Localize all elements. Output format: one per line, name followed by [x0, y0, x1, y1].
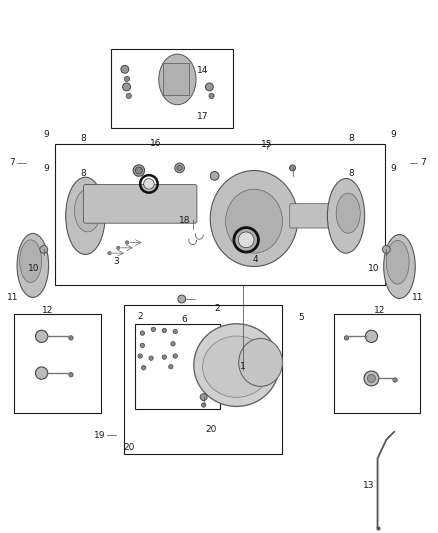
Circle shape — [173, 354, 177, 358]
Circle shape — [69, 373, 73, 377]
Text: 4: 4 — [253, 255, 258, 264]
Text: 11: 11 — [412, 294, 424, 302]
Circle shape — [344, 336, 349, 340]
Text: 8: 8 — [80, 169, 86, 177]
Text: 12: 12 — [42, 306, 53, 314]
Circle shape — [290, 165, 296, 171]
Text: 6: 6 — [181, 316, 187, 324]
Text: 19: 19 — [94, 431, 106, 440]
Text: 10: 10 — [28, 264, 39, 272]
Text: 2: 2 — [138, 312, 143, 321]
Ellipse shape — [327, 179, 364, 253]
Bar — [14, 314, 101, 413]
Ellipse shape — [226, 189, 283, 253]
Circle shape — [35, 367, 48, 379]
Ellipse shape — [17, 233, 49, 297]
Ellipse shape — [74, 189, 101, 232]
Circle shape — [124, 76, 130, 82]
Text: 9: 9 — [390, 130, 396, 139]
Ellipse shape — [202, 336, 271, 397]
Bar — [111, 49, 233, 128]
FancyBboxPatch shape — [83, 184, 197, 223]
Circle shape — [200, 393, 207, 401]
Text: 10: 10 — [368, 264, 379, 272]
Circle shape — [238, 232, 254, 248]
Ellipse shape — [386, 240, 409, 284]
Circle shape — [35, 330, 48, 343]
Circle shape — [177, 165, 182, 171]
Circle shape — [121, 66, 129, 73]
Text: 12: 12 — [374, 306, 385, 314]
Bar — [124, 305, 282, 454]
Circle shape — [151, 327, 155, 332]
Text: 20: 20 — [205, 425, 217, 434]
Circle shape — [135, 167, 142, 174]
Ellipse shape — [159, 54, 196, 104]
Circle shape — [123, 83, 131, 91]
Circle shape — [201, 403, 206, 407]
Text: 15: 15 — [261, 140, 273, 149]
Text: 20: 20 — [124, 443, 135, 452]
Bar — [55, 144, 385, 285]
Circle shape — [210, 172, 219, 180]
Circle shape — [365, 330, 378, 343]
Text: 7: 7 — [9, 158, 15, 167]
Circle shape — [209, 93, 214, 99]
Ellipse shape — [66, 177, 105, 255]
Bar — [135, 324, 220, 409]
Text: 3: 3 — [113, 257, 119, 265]
Text: 16: 16 — [150, 140, 162, 148]
Circle shape — [173, 329, 177, 334]
Circle shape — [133, 165, 145, 176]
Text: 9: 9 — [390, 164, 396, 173]
Ellipse shape — [384, 235, 415, 298]
Circle shape — [178, 295, 186, 303]
Circle shape — [144, 179, 154, 189]
Ellipse shape — [194, 324, 279, 407]
Text: 7: 7 — [420, 158, 426, 167]
Ellipse shape — [20, 240, 42, 282]
Ellipse shape — [239, 338, 283, 386]
FancyBboxPatch shape — [290, 204, 332, 228]
Text: 5: 5 — [298, 313, 304, 322]
Circle shape — [205, 83, 213, 91]
Circle shape — [367, 375, 375, 382]
Text: 8: 8 — [349, 134, 355, 143]
Ellipse shape — [336, 193, 360, 233]
Circle shape — [140, 343, 145, 348]
Bar — [334, 314, 420, 413]
Circle shape — [169, 365, 173, 369]
Circle shape — [171, 342, 175, 346]
Circle shape — [162, 355, 166, 359]
Circle shape — [125, 241, 129, 244]
Text: 14: 14 — [197, 66, 208, 75]
Text: 9: 9 — [43, 164, 49, 173]
Circle shape — [162, 328, 166, 333]
Ellipse shape — [210, 171, 298, 266]
Text: 8: 8 — [349, 169, 355, 177]
Circle shape — [40, 246, 48, 253]
Text: 11: 11 — [7, 294, 18, 302]
Circle shape — [117, 246, 120, 249]
Text: 17: 17 — [197, 112, 208, 120]
Circle shape — [69, 336, 73, 340]
Circle shape — [175, 163, 184, 173]
Text: 2: 2 — [214, 304, 219, 312]
Circle shape — [126, 93, 131, 99]
Circle shape — [141, 366, 146, 370]
Circle shape — [149, 356, 153, 360]
Text: 1: 1 — [240, 362, 246, 371]
Circle shape — [138, 354, 142, 358]
Circle shape — [140, 331, 145, 335]
Circle shape — [364, 371, 379, 386]
Text: 13: 13 — [363, 481, 374, 489]
Circle shape — [393, 378, 397, 382]
Text: 18: 18 — [179, 216, 191, 224]
Text: 8: 8 — [80, 134, 86, 143]
Bar — [163, 63, 189, 95]
Circle shape — [108, 252, 111, 255]
Text: 9: 9 — [43, 130, 49, 139]
Circle shape — [382, 246, 390, 253]
